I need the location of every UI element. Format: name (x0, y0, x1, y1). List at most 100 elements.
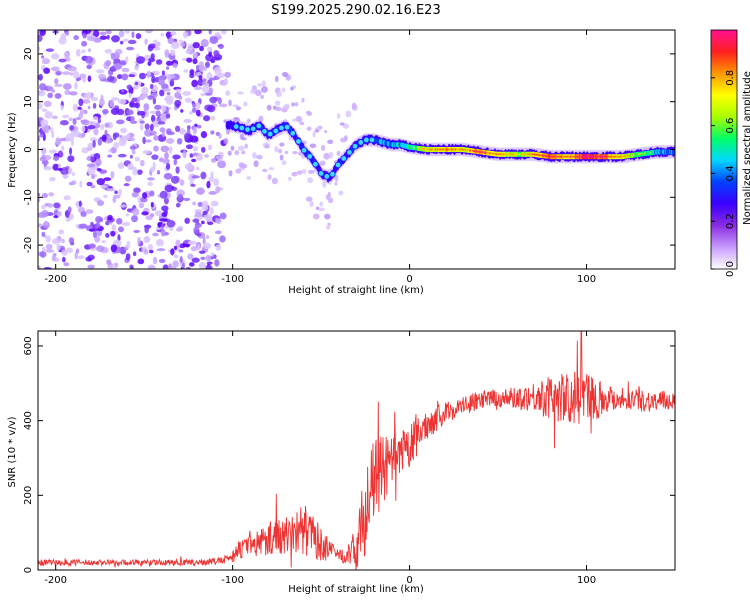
noise-blob (191, 158, 197, 163)
ridge-bead (266, 130, 274, 138)
noise-blob (217, 160, 226, 169)
noise-blob (260, 94, 265, 100)
ridge-bead (278, 124, 285, 132)
noise-blob (183, 132, 190, 140)
snr-x-tick-label: 0 (406, 575, 412, 586)
noise-blob (55, 137, 61, 146)
noise-blob (290, 86, 294, 91)
noise-blob (202, 236, 206, 245)
noise-blob (143, 103, 150, 111)
noise-blob (312, 213, 320, 220)
noise-blob (130, 265, 134, 269)
noise-blob (45, 243, 53, 250)
noise-blob (172, 63, 178, 69)
noise-blob (87, 264, 95, 269)
noise-blob (295, 116, 303, 123)
ridge-bead (283, 123, 291, 131)
noise-blob (86, 36, 96, 42)
noise-blob (160, 32, 164, 37)
spectrogram-y-tick-label: -20 (23, 237, 34, 253)
noise-blob (190, 183, 196, 187)
noise-blob (194, 211, 202, 218)
noise-blob (336, 150, 341, 156)
noise-blob (215, 186, 221, 194)
noise-blob (305, 110, 311, 115)
noise-blob (63, 83, 72, 90)
noise-blob (205, 82, 210, 89)
noise-blob (159, 190, 168, 199)
noise-blob (150, 201, 154, 208)
noise-blob (201, 146, 206, 153)
noise-blob (191, 79, 199, 88)
spectrogram-x-label: Height of straight line (km) (288, 285, 424, 296)
noise-blob (158, 75, 167, 81)
noise-blob (228, 170, 233, 177)
noise-blob (152, 232, 159, 237)
noise-blob (185, 50, 190, 54)
noise-blob (61, 256, 66, 263)
noise-blob (44, 111, 53, 119)
noise-blob (124, 244, 131, 248)
noise-blob (327, 197, 334, 204)
spectrogram-x-ticks: -200 -100 0 100 (44, 30, 596, 285)
noise-blob (202, 40, 209, 46)
noise-blob (95, 215, 103, 223)
noise-blob (168, 263, 172, 269)
noise-blob (299, 121, 305, 126)
noise-blob (92, 116, 99, 121)
noise-blob (159, 89, 165, 97)
noise-blob (127, 39, 137, 45)
noise-blob (96, 245, 105, 252)
noise-blob (191, 175, 200, 179)
noise-blob (78, 98, 84, 107)
noise-blob (164, 184, 174, 193)
noise-blob (125, 56, 129, 63)
noise-blob (292, 118, 296, 122)
noise-blob (261, 86, 268, 93)
noise-blob (96, 200, 105, 207)
noise-blob (39, 30, 46, 36)
noise-blob (56, 210, 62, 217)
noise-blob (210, 171, 214, 179)
noise-blob (130, 115, 135, 123)
ridge-bead (346, 149, 353, 156)
noise-blob (41, 108, 48, 112)
noise-blob (50, 127, 54, 133)
noise-blob (327, 139, 334, 144)
noise-blob (131, 215, 138, 223)
noise-blob (301, 97, 305, 103)
noise-blob (62, 174, 69, 178)
noise-blob (141, 192, 148, 199)
noise-blob (279, 142, 285, 147)
noise-blob (188, 262, 195, 267)
noise-blob (227, 150, 232, 156)
noise-blob (51, 89, 55, 93)
noise-blob (246, 118, 251, 124)
snr-x-label: Height of straight line (km) (288, 584, 424, 595)
noise-blob (68, 237, 75, 244)
noise-blob (176, 138, 183, 145)
noise-blob (151, 75, 156, 84)
ridge-bead (249, 125, 257, 133)
noise-blob (67, 65, 77, 72)
noise-blob (342, 123, 350, 129)
spectrogram-x-tick-label: -100 (221, 274, 244, 285)
noise-blob (144, 38, 148, 46)
noise-blob (184, 97, 192, 103)
noise-blob (195, 166, 200, 171)
spectrogram-y-label: Frequency (Hz) (7, 112, 18, 188)
noise-blob (182, 31, 189, 39)
noise-blob (202, 200, 209, 208)
noise-blob (114, 190, 118, 195)
noise-blob (203, 65, 208, 71)
noise-blob (343, 135, 348, 141)
noise-blob (87, 142, 94, 151)
noise-blob (126, 133, 131, 138)
noise-blob (147, 95, 154, 100)
noise-blob (178, 39, 183, 43)
noise-blob (177, 193, 183, 199)
noise-blob (98, 74, 107, 80)
noise-blob (217, 97, 222, 105)
noise-blob (99, 31, 107, 36)
noise-blob (296, 170, 303, 175)
